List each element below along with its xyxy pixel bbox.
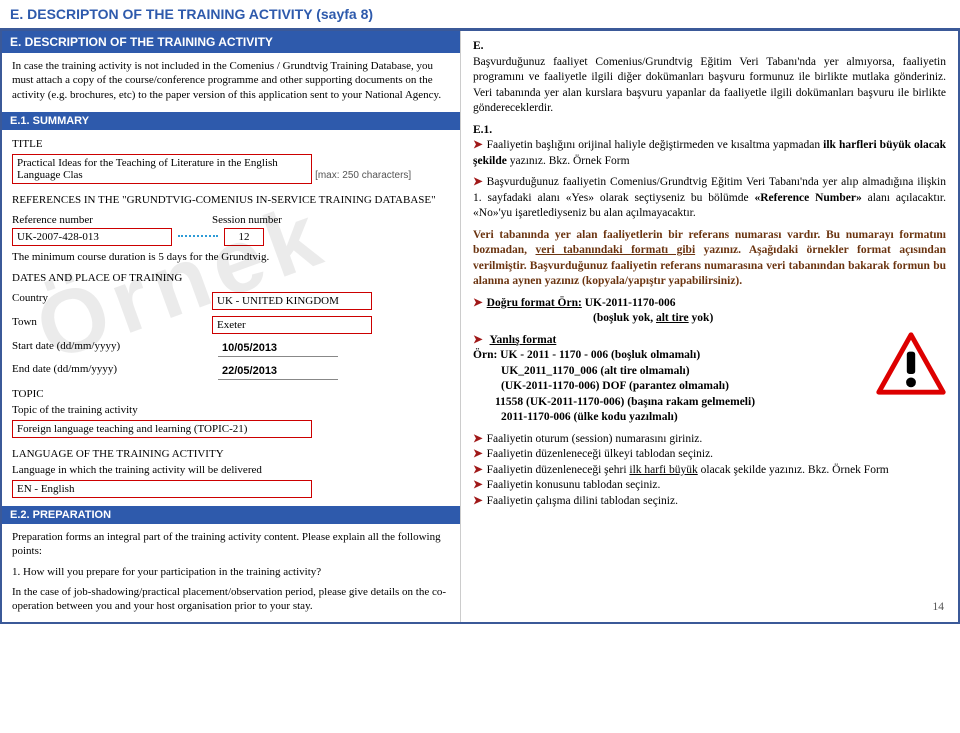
correct-example: UK-2011-1170-006 [582,297,676,309]
session-num-label: Session number [212,214,392,226]
end-date-label: End date (dd/mm/yyyy) [12,363,192,375]
correct-label: Doğru format Örn: [487,297,582,309]
title-label: TITLE [2,136,460,152]
section-e-intro: In case the training activity is not inc… [2,53,460,108]
explanation-panel: E. Başvurduğunuz faaliyet Comenius/Grund… [461,31,958,622]
p2c: yazınız. Bkz. Örnek Form [507,155,630,167]
wrong-ex-1: UK - 2011 - 1170 - 006 (boşluk olmamalı) [497,349,700,361]
prep-intro: Preparation forms an integral part of th… [2,524,460,565]
para-1: Başvurduğunuz faaliyet Comenius/Grundtvi… [473,55,946,117]
chevron-icon: ➤ [473,433,483,445]
b2-text: Faaliyetin düzenleneceği ülkeyi tablodan… [487,448,713,460]
chevron-icon: ➤ [473,495,483,507]
bullet-5: ➤ Faaliyetin çalışma dilini tablodan seçi… [473,494,946,510]
session-num-input[interactable]: 12 [224,228,264,246]
wrong-label: Yanlış format [490,334,557,346]
topic-sublabel: Topic of the training activity [2,402,460,418]
max-chars-hint: [max: 250 characters] [315,170,411,181]
e1-summary-bar: E.1. SUMMARY [2,112,460,130]
chevron-icon: ➤ [473,448,483,460]
p3b: «Reference Number» [754,192,861,204]
b5-text: Faaliyetin çalışma dilini tablodan seçin… [487,495,678,507]
prep-q2: In the case of job-shadowing/practical p… [2,585,460,622]
lang-sublabel: Language in which the training activity … [2,462,460,478]
b1-text: Faaliyetin oturum (session) numarasını g… [487,433,703,445]
correct-format-block: ➤ Doğru format Örn: UK-2011-1170-006 (boş… [473,296,946,327]
topic-label: TOPIC [2,386,460,402]
chevron-icon: ➤ [473,464,483,476]
bullet-1: ➤ Faaliyetin oturum (session) numarasını … [473,432,946,448]
b3b: ilk harfi büyük [629,464,697,476]
bullet-3: ➤ Faaliyetin düzenleneceği şehri ilk harf… [473,463,946,479]
ref-num-input[interactable]: UK-2007-428-013 [12,228,172,246]
start-date-label: Start date (dd/mm/yyyy) [12,340,192,352]
form-panel: Örnek E. DESCRIPTION OF THE TRAINING ACT… [2,31,461,622]
bullet-2: ➤ Faaliyetin düzenleneceği ülkeyi tabloda… [473,447,946,463]
para-4: Veri tabanında yer alan faaliyetlerin bi… [473,228,946,290]
section-e-bar: E. DESCRIPTION OF THE TRAINING ACTIVITY [2,31,460,53]
town-label: Town [12,316,192,328]
e-heading: E. [473,39,946,55]
chevron-icon: ➤ [473,297,483,309]
title-input[interactable]: Practical Ideas for the Teaching of Lite… [12,154,312,184]
e2-prep-bar: E.2. PREPARATION [2,506,460,524]
correct-note: (boşluk yok, alt tire yok) [593,311,946,327]
para-2: ➤ Faaliyetin başlığını orijinal haliyle d… [473,138,946,169]
para-3: ➤Başvurduğunuz faaliyetin Comenius/Grund… [473,175,946,222]
chevron-icon: ➤ [473,334,483,346]
wrong-orn: Örn: [473,349,497,361]
page-header: E. DESCRIPTON OF THE TRAINING ACTIVITY (… [0,0,960,29]
page-container: Örnek E. DESCRIPTION OF THE TRAINING ACT… [0,29,960,624]
page-number: 14 [933,600,945,616]
end-date-input[interactable]: 22/05/2013 [218,363,338,380]
prep-q1: 1. How will you prepare for your partici… [2,565,460,585]
start-date-input[interactable]: 10/05/2013 [218,340,338,357]
e1-heading: E.1. [473,123,946,139]
topic-select[interactable]: Foreign language teaching and learning (… [12,420,312,438]
b3c: olacak şekilde yazınız. Bkz. Örnek Form [698,464,889,476]
b4-text: Faaliyetin konusunu tablodan seçiniz. [487,479,661,491]
bullet-4: ➤ Faaliyetin konusunu tablodan seçiniz. [473,478,946,494]
refs-label: REFERENCES IN THE "GRUNDTVIG-COMENIUS IN… [2,192,460,208]
min-duration-text: The minimum course duration is 5 days fo… [2,248,460,270]
p2a: Faaliyetin başlığını orijinal haliyle de… [487,139,824,151]
lang-label: LANGUAGE OF THE TRAINING ACTIVITY [2,446,460,462]
b3a: Faaliyetin düzenleneceği şehri [487,464,630,476]
town-input[interactable]: Exeter [212,316,372,334]
wrong-ex-5: 2011-1170-006 (ülke kodu yazılmalı) [501,410,946,426]
p4b: veri tabanındaki formatı gibi [536,244,696,256]
country-label: Country [12,292,192,304]
dotted-connector [178,235,218,237]
country-select[interactable]: UK - UNITED KINGDOM [212,292,372,310]
warning-icon [876,331,946,396]
lang-select[interactable]: EN - English [12,480,312,498]
dates-place-label: DATES AND PLACE OF TRAINING [2,270,460,286]
ref-num-label: Reference number [12,214,192,226]
chevron-icon: ➤ [473,139,483,151]
wrong-ex-4: 11558 (UK-2011-1170-006) (başına rakam g… [495,395,946,411]
chevron-icon: ➤ [473,176,483,188]
chevron-icon: ➤ [473,479,483,491]
